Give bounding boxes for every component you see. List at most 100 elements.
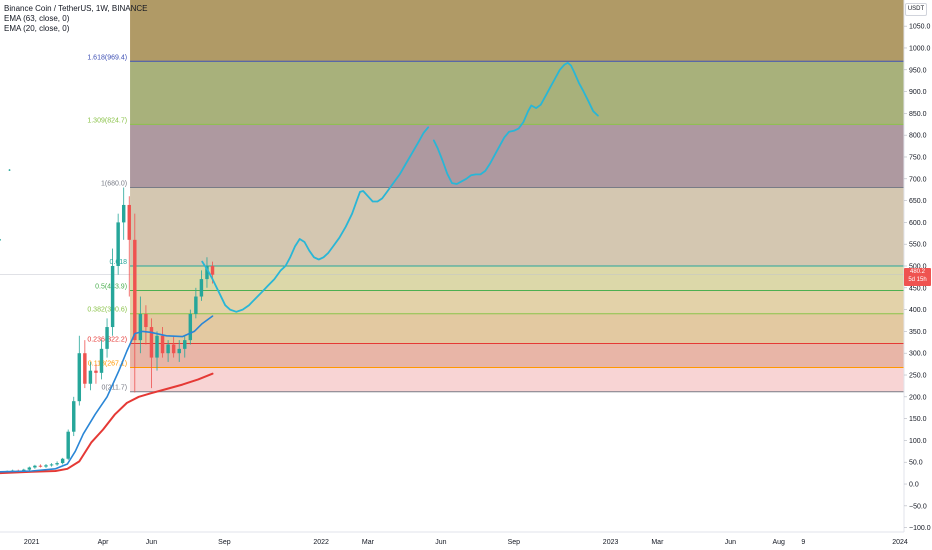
fib-label-1.618: 1.618(969.4) xyxy=(87,54,127,61)
time-tick-label: Mar xyxy=(362,539,375,546)
candle-body-31 xyxy=(171,344,176,354)
time-tick-label: Aug xyxy=(772,539,785,546)
fib-zone-0.382 xyxy=(130,313,904,344)
price-tick-label: 350.0 xyxy=(909,329,927,336)
candle-body-10 xyxy=(55,463,59,465)
price-tick-label: 250.0 xyxy=(909,373,927,380)
fib-zone-top xyxy=(130,0,904,62)
fib-zone-0.5 xyxy=(130,290,904,314)
price-tick-label: 600.0 xyxy=(909,220,927,227)
candle-body-22 xyxy=(121,204,126,223)
candle-body-18 xyxy=(99,348,104,373)
candle-body-34 xyxy=(188,313,193,341)
price-tick-label: 50.0 xyxy=(909,460,923,467)
candle-body-23 xyxy=(127,204,131,240)
candle-body-11 xyxy=(60,458,65,464)
time-tick-label: 2022 xyxy=(313,539,329,546)
candle-body-32 xyxy=(177,348,181,354)
fib-label-0.118: 0.118(267.1) xyxy=(88,361,127,368)
fib-zone-0.236 xyxy=(130,343,904,368)
fib-label-0.382: 0.382(390.6) xyxy=(87,307,127,314)
candle-body-9 xyxy=(49,464,54,466)
candle-body-35 xyxy=(194,296,198,314)
projection-path-1 xyxy=(432,61,599,185)
ema-63-legend[interactable]: EMA (63, close, 0) xyxy=(4,14,70,23)
fib-zone-0.118 xyxy=(130,367,904,392)
current-price-label: 480.2 xyxy=(909,268,925,275)
candle-body-13 xyxy=(72,401,76,432)
time-tick-label: Sep xyxy=(508,539,521,546)
candle-body-30 xyxy=(166,344,170,354)
price-tick-label: 0.0 xyxy=(909,482,919,489)
fib-zone-1.618 xyxy=(130,61,904,125)
candle-body-24 xyxy=(133,239,137,341)
candle-body-8 xyxy=(44,465,48,467)
time-tick-label: 2023 xyxy=(603,539,619,546)
fib-zone-0.618 xyxy=(130,266,904,291)
time-tick-label: Apr xyxy=(98,539,110,546)
price-tick-label: 500.0 xyxy=(909,264,927,271)
price-tick-label: 100.0 xyxy=(909,438,927,445)
ghost-point-0 xyxy=(8,169,11,171)
fib-label-1: 1(680.0) xyxy=(101,181,127,188)
time-tick-label: Sep xyxy=(218,539,231,546)
price-tick-label: −100.0 xyxy=(909,525,931,532)
candle-body-6 xyxy=(33,465,37,468)
symbol-title[interactable]: Binance Coin / TetherUS, 1W, BINANCE xyxy=(4,4,148,13)
fib-label-0: 0(211.7) xyxy=(101,385,127,392)
time-tick-label: Jun xyxy=(146,539,157,546)
price-tick-label: 750.0 xyxy=(909,154,927,161)
ema-20-legend[interactable]: EMA (20, close, 0) xyxy=(4,24,70,33)
candle-body-36 xyxy=(199,279,204,297)
candle-body-29 xyxy=(160,335,165,354)
time-axis-bg xyxy=(0,532,932,550)
candle-body-5 xyxy=(27,467,32,470)
chart-legend: Binance Coin / TetherUS, 1W, BINANCE EMA… xyxy=(4,4,147,34)
countdown-label: 5d 15h xyxy=(908,276,927,283)
candle-body-37 xyxy=(205,266,209,280)
projection-path-0 xyxy=(201,126,430,313)
price-tick-label: 300.0 xyxy=(909,351,927,358)
ghost-point-1 xyxy=(0,238,1,241)
currency-selector[interactable]: USDT xyxy=(905,3,927,16)
ema-63-line xyxy=(0,372,214,475)
fib-zone-1 xyxy=(130,187,904,266)
price-tick-label: 900.0 xyxy=(909,89,927,96)
price-tick-label: 150.0 xyxy=(909,416,927,423)
fib-label-1.309: 1.309(824.7) xyxy=(87,117,127,124)
price-tick-label: 850.0 xyxy=(909,111,927,118)
candle-body-15 xyxy=(83,353,87,384)
price-tick-label: 200.0 xyxy=(909,394,927,401)
time-tick-label: Jun xyxy=(725,539,736,546)
price-tick-label: 700.0 xyxy=(909,176,927,183)
candle-body-33 xyxy=(183,340,187,349)
candle-body-14 xyxy=(77,353,82,402)
price-tick-label: 400.0 xyxy=(909,307,927,314)
candle-body-7 xyxy=(38,465,43,467)
time-tick-label: 9 xyxy=(801,539,805,546)
candle-body-4 xyxy=(22,469,26,471)
price-tick-label: 1050.0 xyxy=(909,24,931,31)
ema-20-line xyxy=(0,315,214,473)
price-tick-label: −50.0 xyxy=(909,503,927,510)
candle-body-12 xyxy=(66,431,70,459)
candle-body-19 xyxy=(105,327,109,349)
price-tick-label: 800.0 xyxy=(909,133,927,140)
current-price-tag: 480.2 5d 15h xyxy=(904,267,931,286)
price-tick-label: 650.0 xyxy=(909,198,927,205)
price-tick-label: 950.0 xyxy=(909,67,927,74)
candle-body-38 xyxy=(210,266,215,275)
candle-body-27 xyxy=(149,327,154,358)
candle-body-26 xyxy=(144,313,148,328)
price-tick-label: 1000.0 xyxy=(909,45,931,52)
time-tick-label: Mar xyxy=(651,539,664,546)
time-tick-label: 2021 xyxy=(24,539,40,546)
time-tick-label: Jun xyxy=(435,539,446,546)
candle-body-20 xyxy=(110,266,115,328)
price-tick-label: 550.0 xyxy=(909,242,927,249)
time-tick-label: 2024 xyxy=(892,539,908,546)
fib-zone-1.309 xyxy=(130,124,904,188)
price-tick-label: 450.0 xyxy=(909,285,927,292)
